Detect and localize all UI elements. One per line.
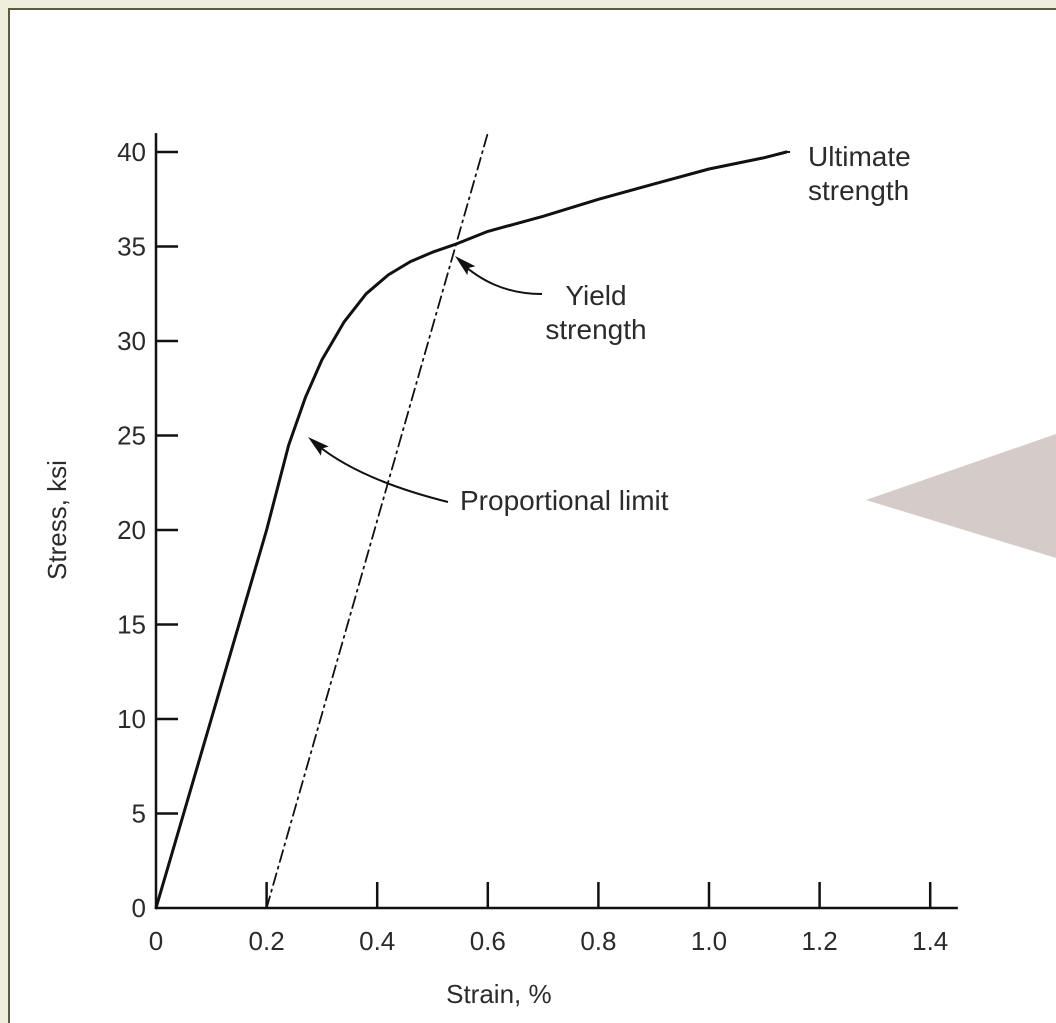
yield-arrowhead xyxy=(455,256,476,276)
y-tick-label: 25 xyxy=(117,421,146,451)
slide-frame xyxy=(8,8,1056,1023)
y-tick-label: 10 xyxy=(117,704,146,734)
y-tick-label: 5 xyxy=(132,799,146,829)
ultimate-label: Ultimate xyxy=(808,141,911,172)
x-tick-label: 0 xyxy=(149,926,163,956)
tick-labels: 0 5 10 15 20 25 30 35 40 0 0.2 0.4 0.6 0.8 1.0 1.2 1.4 xyxy=(117,137,948,956)
yield-label: strength xyxy=(545,314,646,345)
series-layer xyxy=(154,132,788,910)
x-tick-label: 0.2 xyxy=(249,926,285,956)
y-tick-label: 30 xyxy=(117,326,146,356)
x-tick-label: 0.4 xyxy=(359,926,395,956)
x-tick-label: 1.4 xyxy=(912,926,948,956)
y-tick-label: 35 xyxy=(117,232,146,262)
y-tick-label: 40 xyxy=(117,137,146,167)
proportional-label: Proportional limit xyxy=(460,485,669,516)
yield-label: Yield xyxy=(565,280,626,311)
proportional-leader xyxy=(315,443,449,503)
x-tick-label: 0.6 xyxy=(470,926,506,956)
proportional-arrowhead xyxy=(308,437,329,456)
decorative-pointer xyxy=(866,434,1056,558)
y-tick-label: 15 xyxy=(117,610,146,640)
stress-strain-curve xyxy=(154,150,788,910)
annotations: UltimatestrengthYieldstrengthProportiona… xyxy=(308,141,911,516)
ultimate-label: strength xyxy=(808,175,909,206)
x-tick-label: 1.0 xyxy=(691,926,727,956)
y-tick-label: 20 xyxy=(117,515,146,545)
axes xyxy=(154,133,958,910)
offset-line xyxy=(265,132,489,909)
y-axis-title: Stress, ksi xyxy=(42,460,72,580)
x-axis-title: Strain, % xyxy=(446,979,552,1009)
y-tick-label: 0 xyxy=(132,893,146,923)
x-tick-label: 0.8 xyxy=(580,926,616,956)
tick-marks xyxy=(156,150,932,908)
x-tick-label: 1.2 xyxy=(802,926,838,956)
